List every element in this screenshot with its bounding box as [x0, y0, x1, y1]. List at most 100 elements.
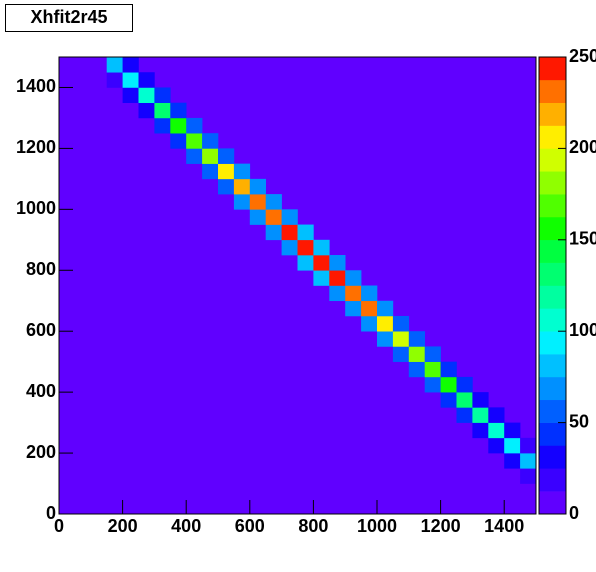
heatmap-cell	[281, 209, 298, 225]
z-tick-label: 150	[569, 229, 596, 249]
heatmap-cell	[297, 239, 314, 256]
x-tick-label: 0	[54, 516, 64, 536]
heatmap-cell	[313, 239, 330, 256]
palette-cell	[539, 376, 566, 401]
chart-title: Xhfit2r45	[30, 7, 107, 27]
heatmap-cell	[345, 270, 362, 286]
x-tick-label: 200	[108, 516, 138, 536]
heatmap-cell	[408, 346, 425, 362]
heatmap-cell	[186, 148, 203, 164]
heatmap-cell	[265, 224, 282, 241]
palette-cell	[539, 239, 566, 263]
heatmap-cell	[170, 133, 187, 149]
y-tick-label: 800	[26, 259, 56, 279]
heatmap-cell	[202, 148, 219, 164]
palette-cell	[539, 216, 566, 241]
heatmap-cell	[186, 133, 203, 149]
palette-cell	[539, 399, 566, 423]
heatmap-cell	[313, 270, 330, 286]
plot-frame	[58, 56, 537, 515]
heatmap-cell	[122, 57, 139, 73]
heatmap-cell	[281, 239, 298, 256]
heatmap-cell	[154, 117, 171, 134]
heatmap-cell	[186, 117, 203, 134]
heatmap-cell	[249, 194, 266, 210]
palette-cell	[539, 308, 566, 332]
heatmap-cell	[472, 422, 489, 439]
heatmap-cell	[504, 437, 521, 454]
heatmap-cell	[281, 224, 298, 241]
heatmap-cell	[488, 407, 505, 423]
z-tick-label: 100	[569, 320, 596, 340]
heatmap-cell	[361, 300, 378, 317]
heatmap-cell	[504, 453, 521, 469]
heatmap-cell	[138, 102, 155, 119]
z-tick-label: 0	[569, 503, 579, 523]
heatmap-cell	[249, 178, 266, 195]
y-tick-label: 200	[26, 442, 56, 462]
heatmap-cell	[361, 315, 378, 332]
x-tick-label: 1000	[357, 516, 397, 536]
heatmap-cell	[313, 255, 330, 271]
heatmap-cell	[408, 331, 425, 347]
heatmap-cell	[265, 194, 282, 210]
palette-cell	[539, 491, 566, 515]
heatmap-cell	[520, 468, 537, 484]
heatmap-cell	[233, 163, 251, 180]
z-tick-label: 200	[569, 137, 596, 157]
y-tick-label: 600	[26, 320, 56, 340]
heatmap-cell	[488, 422, 505, 439]
heatmap-cell	[392, 346, 410, 362]
heatmap-cell	[456, 392, 473, 408]
x-tick-label: 600	[235, 516, 265, 536]
heatmap-cell	[377, 331, 394, 347]
heatmap-cell	[106, 57, 123, 73]
palette-cell	[539, 354, 566, 378]
palette-cell	[539, 422, 566, 446]
heatmap-cell	[361, 285, 378, 302]
heatmap-cell	[440, 376, 457, 393]
palette-cell	[539, 194, 566, 218]
palette-cell	[539, 148, 566, 172]
palette-frame	[538, 56, 567, 515]
z-tick-label: 250	[569, 46, 596, 66]
heatmap-cell	[138, 72, 155, 88]
x-tick-label: 400	[171, 516, 201, 536]
y-tick-label: 1400	[16, 76, 56, 96]
heatmap-cell	[218, 178, 235, 195]
y-tick-label: 1200	[16, 137, 56, 157]
heatmap-cell	[392, 315, 410, 332]
heatmap-cell	[520, 437, 537, 454]
heatmap-cell	[440, 361, 457, 378]
heatmap-cell	[520, 453, 537, 469]
heatmap-cell	[122, 72, 139, 88]
palette-cell	[539, 102, 566, 126]
heatmap-cell	[424, 376, 441, 393]
title-box	[5, 4, 133, 32]
heatmap-cell	[408, 361, 425, 378]
heatmap-cell	[488, 437, 505, 454]
heatmap-cell	[202, 133, 219, 149]
heatmap-cell	[329, 270, 346, 286]
heatmap-cell	[154, 102, 171, 119]
heatmap-cell	[329, 255, 346, 271]
y-tick-label: 400	[26, 381, 56, 401]
palette-cell	[539, 57, 566, 81]
heatmap-cell	[440, 392, 457, 408]
heatmap-cell	[472, 407, 489, 423]
heatmap-cell	[202, 163, 219, 180]
y-tick-label: 1000	[16, 198, 56, 218]
x-tick-label: 800	[298, 516, 328, 536]
x-tick-label: 1200	[421, 516, 461, 536]
palette-cell	[539, 285, 566, 309]
palette-cell	[539, 171, 566, 195]
heatmap-cell	[170, 102, 187, 119]
heatmap-cell	[218, 148, 235, 164]
palette-cell	[539, 331, 566, 355]
heatmap-cell	[233, 178, 251, 195]
heatmap-cell	[424, 361, 441, 378]
palette-cell	[539, 79, 566, 103]
heatmap-cell	[233, 194, 251, 210]
heatmap-cell	[106, 72, 123, 88]
